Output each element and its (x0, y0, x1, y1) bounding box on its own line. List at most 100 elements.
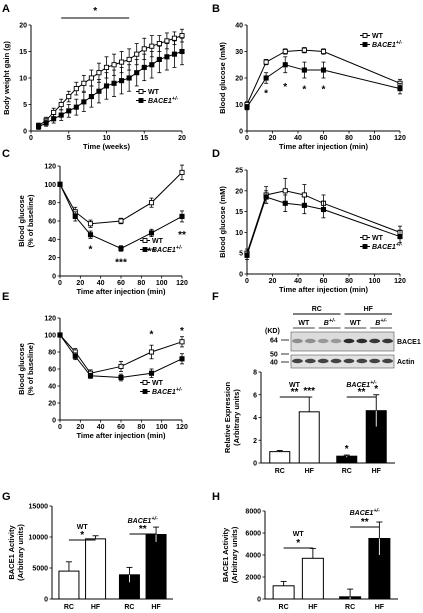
panel-label: B (212, 3, 220, 15)
data-point (263, 59, 269, 65)
series-wt (244, 47, 403, 108)
x-axis-label: Time (weeks) (83, 142, 130, 151)
data-point (126, 75, 132, 81)
panel-label: H (212, 491, 220, 503)
y-tick-label: 10 (235, 230, 243, 237)
blot-band-actin (356, 358, 368, 364)
legend-label: WT (372, 235, 384, 242)
legend-marker (142, 238, 148, 243)
y-axis-label: BACE1 Activity(Arbitrary units) (7, 524, 25, 581)
data-point (72, 353, 78, 359)
blot-band-bace1 (317, 338, 329, 344)
data-point (81, 80, 87, 86)
y-tick-label: 100 (44, 182, 56, 189)
x-tick-label: 60 (117, 280, 125, 287)
legend-label: WT (148, 89, 160, 96)
panel-label: C (2, 148, 10, 160)
data-point (282, 200, 288, 206)
y-tick-label: 25 (235, 168, 243, 175)
y-axis-label: Body weight gain (g) (2, 41, 11, 115)
data-point (58, 101, 64, 108)
x-category-label: HF (305, 468, 315, 475)
blot-band-bace1 (304, 338, 316, 344)
series-line (246, 64, 401, 108)
panel-A: A 0 5 10 15 20 0 5 10 15 20 Time (weeks) Body weight… (2, 3, 186, 151)
blot-lane-label: B+/- (324, 318, 336, 327)
data-point (118, 245, 124, 252)
data-point (179, 33, 185, 39)
x-tick-label: 40 (97, 424, 105, 431)
y-tick-label: 20 (235, 76, 243, 83)
series-line (246, 49, 401, 105)
data-point (57, 181, 63, 187)
legend-marker (138, 98, 144, 103)
data-point (87, 232, 94, 238)
x-tick-label: 60 (320, 135, 328, 142)
data-point (103, 83, 110, 89)
blot-band-label: BACE1 (397, 339, 421, 346)
x-tick-label: 0 (58, 424, 62, 431)
x-category-label: RC (64, 604, 74, 611)
significance-mark: ** (139, 524, 147, 535)
series-line (246, 196, 401, 256)
blot-band-bace1 (330, 338, 342, 344)
data-point (66, 93, 72, 100)
bar (298, 411, 320, 464)
series-bace1 (244, 56, 403, 111)
y-tick-label: 10 (235, 102, 243, 109)
y-axis-label: BACE1 Activity(Arbitrary units) (221, 526, 239, 583)
x-tick-label: 0 (58, 280, 62, 287)
y-tick-label: 60 (48, 367, 56, 374)
legend-marker (362, 42, 368, 47)
significance-mark: ** (361, 517, 369, 528)
x-tick-label: 120 (176, 424, 188, 431)
significance-mark: * (264, 89, 268, 100)
x-tick-label: 0 (29, 135, 33, 142)
y-tick-label: 20 (19, 23, 27, 30)
data-point (88, 93, 94, 100)
x-tick-label: 40 (294, 135, 302, 142)
x-tick-label: 120 (394, 278, 406, 285)
data-point (301, 202, 307, 208)
significance-mark: * (180, 326, 184, 337)
data-point (148, 200, 155, 206)
series-bace1 (57, 181, 185, 252)
data-point (282, 188, 288, 194)
legend-label: WT (152, 380, 164, 387)
data-point (282, 62, 288, 68)
blot-membrane (290, 331, 395, 352)
significance-mark: ** (291, 387, 299, 398)
data-point (81, 99, 87, 105)
blot-group-label: RC (312, 306, 322, 313)
y-tick-label: 10000 (29, 535, 49, 542)
x-tick-label: 80 (137, 424, 145, 431)
y-tick-label: 40 (48, 237, 56, 244)
y-axis-label: Blood glucose(% of baseline) (17, 194, 35, 247)
y-tick-label: 4 (253, 415, 257, 422)
x-category-label: RC (279, 604, 289, 611)
y-tick-label: 30 (235, 49, 243, 56)
data-point (119, 59, 125, 65)
data-point (179, 48, 185, 55)
x-tick-label: 20 (269, 135, 277, 142)
data-point (320, 206, 327, 213)
data-point (118, 218, 124, 224)
significance-mark: *** (115, 257, 127, 268)
legend-label: BACE1+/- (152, 387, 182, 396)
y-tick-label: 0 (52, 418, 56, 425)
y-tick-label: 15000 (29, 504, 49, 511)
data-point (164, 54, 170, 60)
x-tick-label: 80 (345, 135, 353, 142)
data-point (179, 356, 185, 362)
data-point (149, 62, 155, 68)
data-point (320, 67, 327, 73)
data-point (51, 109, 57, 115)
data-point (96, 88, 102, 94)
blot-kd-label: (KD) (265, 328, 280, 335)
x-tick-label: 120 (394, 135, 406, 142)
panel-label: E (2, 291, 9, 303)
significance-mark: * (302, 85, 306, 96)
y-tick-label: 120 (44, 316, 56, 323)
y-tick-label: 2 (253, 438, 257, 445)
